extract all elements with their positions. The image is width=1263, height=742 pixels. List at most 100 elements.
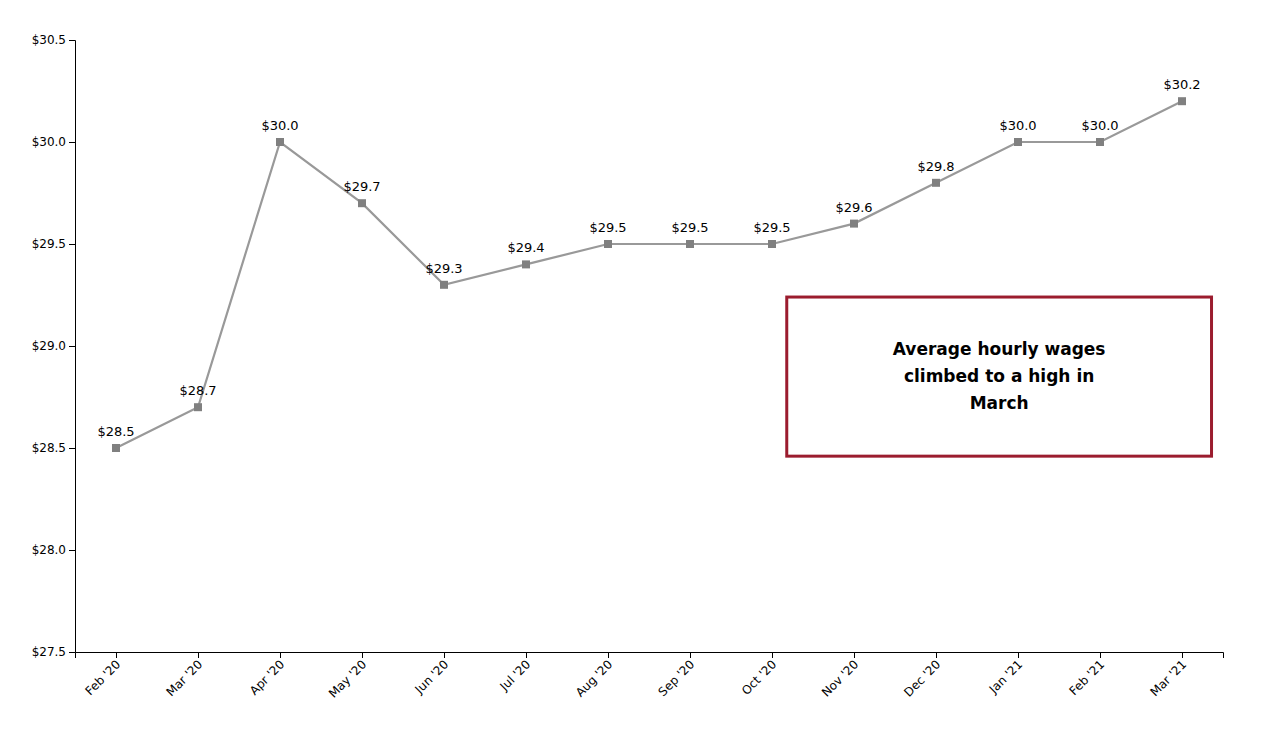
y-tick-label: $30.5 xyxy=(32,33,66,47)
y-tick-mark xyxy=(69,550,75,551)
marker xyxy=(1014,138,1022,146)
data-label: $29.8 xyxy=(917,159,954,174)
x-tick-label: Aug '20 xyxy=(573,657,615,699)
data-label: $29.5 xyxy=(589,220,626,235)
marker xyxy=(768,240,776,248)
x-tick: Nov '20 xyxy=(819,652,861,700)
y-tick-mark xyxy=(69,142,75,143)
x-tick: Jul '20 xyxy=(497,652,534,694)
x-tick: Jan '21 xyxy=(986,652,1026,697)
marker xyxy=(932,179,940,187)
y-tick-mark xyxy=(69,652,75,653)
marker xyxy=(604,240,612,248)
x-tick-mark xyxy=(936,652,937,658)
x-tick: Sep '20 xyxy=(656,652,698,699)
x-tick-label: Mar '20 xyxy=(164,657,206,699)
x-tick: Mar '21 xyxy=(1148,652,1190,699)
x-tick: Feb '21 xyxy=(1067,652,1108,698)
marker xyxy=(686,240,694,248)
x-tick: Mar '20 xyxy=(164,652,206,699)
x-tick: Aug '20 xyxy=(573,652,615,700)
y-tick-label: $28.5 xyxy=(32,441,66,455)
x-tick-label: Nov '20 xyxy=(819,657,861,699)
data-label: $28.7 xyxy=(179,383,216,398)
x-tick-label: Feb '21 xyxy=(1067,657,1108,698)
data-label: $30.2 xyxy=(1163,77,1200,92)
data-label: $30.0 xyxy=(999,118,1036,133)
marker xyxy=(276,138,284,146)
x-tick-mark xyxy=(526,652,527,658)
x-tick-label: Feb '20 xyxy=(83,657,124,698)
y-tick-label: $29.0 xyxy=(32,339,66,353)
x-axis-line xyxy=(76,653,1224,659)
x-tick: Oct '20 xyxy=(739,652,779,698)
data-label: $28.5 xyxy=(97,424,134,439)
x-tick-label: Sep '20 xyxy=(656,657,698,699)
x-tick-label: Dec '20 xyxy=(901,657,943,699)
data-label: $29.3 xyxy=(425,261,462,276)
data-label: $30.0 xyxy=(261,118,298,133)
x-tick: Apr '20 xyxy=(247,652,287,698)
x-tick-label: May '20 xyxy=(326,657,369,700)
x-tick: Feb '20 xyxy=(83,652,124,698)
y-tick-mark xyxy=(69,448,75,449)
x-tick: May '20 xyxy=(326,652,369,701)
x-tick-mark xyxy=(362,652,363,658)
x-tick: Dec '20 xyxy=(901,652,943,700)
y-tick-label: $30.0 xyxy=(32,135,66,149)
y-tick: $30.0 xyxy=(32,135,75,149)
x-tick-label: Oct '20 xyxy=(739,657,779,697)
marker xyxy=(358,199,366,207)
x-tick-mark xyxy=(608,652,609,658)
data-label: $29.6 xyxy=(835,200,872,215)
y-tick: $28.5 xyxy=(32,441,75,455)
y-tick: $29.5 xyxy=(32,237,75,251)
x-tick-label: Apr '20 xyxy=(247,657,287,697)
y-tick-mark xyxy=(69,40,75,41)
x-tick-mark xyxy=(1100,652,1101,658)
x-tick: Jun '20 xyxy=(412,652,452,697)
marker xyxy=(112,444,120,452)
marker xyxy=(850,220,858,228)
x-tick-mark xyxy=(116,652,117,658)
x-tick-mark xyxy=(772,652,773,658)
x-tick-mark xyxy=(1182,652,1183,658)
x-tick-label: Jun '20 xyxy=(412,657,452,697)
y-tick: $28.0 xyxy=(32,543,75,557)
x-tick-label: Jul '20 xyxy=(497,657,534,694)
marker xyxy=(1096,138,1104,146)
marker xyxy=(440,281,448,289)
x-tick-mark xyxy=(854,652,855,658)
x-tick-label: Jan '21 xyxy=(986,657,1026,697)
data-label: $29.5 xyxy=(753,220,790,235)
y-tick-label: $29.5 xyxy=(32,237,66,251)
data-label: $30.0 xyxy=(1081,118,1118,133)
marks xyxy=(112,97,1186,452)
x-tick-mark xyxy=(690,652,691,658)
data-label: $29.4 xyxy=(507,240,544,255)
x-tick-mark xyxy=(444,652,445,658)
y-tick-mark xyxy=(69,346,75,347)
y-axis-line xyxy=(69,41,76,653)
y-tick-mark xyxy=(69,244,75,245)
chart: $27.5 $28.0 $28.5 $29.0 $29.5 $30.0 $30.5 Feb '… xyxy=(0,0,1263,742)
plot: $27.5 $28.0 $28.5 $29.0 $29.5 $30.0 $30.5 Feb '… xyxy=(32,33,1224,700)
data-label: $29.5 xyxy=(671,220,708,235)
marker xyxy=(522,260,530,268)
annotation-text: Average hourly wagesclimbed to a high in… xyxy=(893,339,1106,413)
y-tick-label: $28.0 xyxy=(32,543,66,557)
x-tick-mark xyxy=(1018,652,1019,658)
x-tick-mark xyxy=(198,652,199,658)
y-tick-label: $27.5 xyxy=(32,645,66,659)
data-label: $29.7 xyxy=(343,179,380,194)
y-tick: $29.0 xyxy=(32,339,75,353)
y-tick: $27.5 xyxy=(32,645,75,659)
marker xyxy=(1178,97,1186,105)
x-axis: Feb '20 Mar '20 Apr '20 May '20 Jun '20 Jul '… xyxy=(76,652,1224,701)
line xyxy=(116,101,1182,448)
data-labels: $28.5 $28.7 $30.0 $29.7 $29.3 $29.4 $29.5 $29.5… xyxy=(97,77,1200,439)
x-tick-label: Mar '21 xyxy=(1148,657,1190,699)
annotation: Average hourly wagesclimbed to a high in… xyxy=(787,297,1212,456)
marker xyxy=(194,403,202,411)
annotation-box xyxy=(787,297,1212,456)
